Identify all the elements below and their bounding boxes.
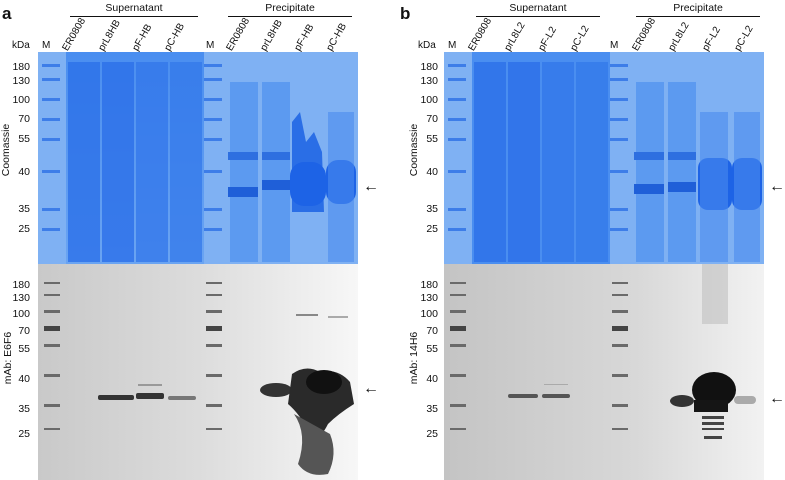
- side-label-blot-a: mAb: E6F6: [2, 331, 14, 385]
- western-blot-b: [444, 264, 764, 480]
- mw-label: 40: [426, 373, 438, 385]
- group-label-supernatant-a: Supernatant: [105, 2, 163, 14]
- lane-label: ER0808: [466, 16, 495, 53]
- mw-label: 100: [12, 308, 30, 320]
- group-label-precipitate-a: Precipitate: [265, 2, 315, 14]
- group-line-supernatant-b: [476, 16, 600, 17]
- mw-label: 130: [420, 292, 438, 304]
- lane-label: pF-L2: [536, 24, 560, 53]
- mw-label: 70: [18, 113, 30, 125]
- mw-label: 70: [18, 325, 30, 337]
- lane-label: ER0808: [630, 16, 659, 53]
- mw-label: 55: [426, 133, 438, 145]
- mw-label: 35: [426, 403, 438, 415]
- mw-label: 25: [18, 223, 30, 235]
- group-label-precipitate-b: Precipitate: [673, 2, 723, 14]
- coomassie-gel-b: [444, 52, 764, 264]
- mw-label: 40: [18, 166, 30, 178]
- group-line-supernatant-a: [70, 16, 198, 17]
- marker-label-b-left: M: [448, 40, 457, 51]
- panel-letter-a: a: [2, 4, 12, 23]
- lane-label: prL8L2: [502, 20, 528, 54]
- arrow-icon: ←: [769, 178, 785, 195]
- mw-label: 180: [12, 61, 30, 73]
- mw-label: 180: [420, 279, 438, 291]
- side-label-blot-b: mAb: 14H6: [408, 331, 420, 385]
- lane-label: ER0808: [224, 16, 253, 53]
- lane-label: pF-L2: [700, 24, 724, 53]
- lane-label: pC-HB: [324, 21, 350, 53]
- mw-label: 70: [426, 325, 438, 337]
- panel-letter-b: b: [400, 4, 411, 23]
- group-line-precipitate-a: [228, 16, 352, 17]
- lane-label: pC-HB: [162, 21, 188, 53]
- mw-label: 55: [18, 343, 30, 355]
- kda-label-b: kDa: [418, 40, 436, 51]
- mw-label: 35: [426, 203, 438, 215]
- lane-label: pC-L2: [568, 23, 592, 53]
- mw-label: 40: [18, 373, 30, 385]
- mw-label: 55: [18, 133, 30, 145]
- mw-label: 70: [426, 113, 438, 125]
- mw-label: 25: [18, 428, 30, 440]
- western-blot-a: [38, 264, 358, 480]
- mw-label: 130: [420, 75, 438, 87]
- marker-label-b-mid: M: [610, 40, 619, 51]
- mw-label: 25: [426, 428, 438, 440]
- arrow-icon: ←: [769, 390, 785, 407]
- mw-label: 180: [12, 279, 30, 291]
- coomassie-gel-a: [38, 52, 358, 264]
- mw-label: 35: [18, 403, 30, 415]
- group-label-supernatant-b: Supernatant: [509, 2, 567, 14]
- mw-label: 180: [420, 61, 438, 73]
- mw-label: 130: [12, 292, 30, 304]
- lane-label: prL8HB: [258, 18, 285, 53]
- mw-label: 25: [426, 223, 438, 235]
- marker-label-a-mid: M: [206, 40, 215, 51]
- side-label-coomassie-b: Coomassie: [408, 123, 420, 177]
- arrow-icon: ←: [363, 178, 379, 195]
- mw-label: 35: [18, 203, 30, 215]
- marker-label-a-left: M: [42, 40, 51, 51]
- arrow-icon: ←: [363, 380, 379, 397]
- mw-label: 40: [426, 166, 438, 178]
- lane-label: pF-HB: [292, 22, 317, 53]
- mw-label: 100: [420, 308, 438, 320]
- lane-label: prL8HB: [96, 18, 123, 53]
- mw-label: 130: [12, 75, 30, 87]
- lane-label: ER0808: [60, 16, 89, 53]
- kda-label-a: kDa: [12, 40, 30, 51]
- lane-label: pC-L2: [732, 23, 756, 53]
- mw-label: 55: [426, 343, 438, 355]
- mw-label: 100: [420, 94, 438, 106]
- lane-label: pF-HB: [130, 22, 155, 53]
- mw-label: 100: [12, 94, 30, 106]
- side-label-coomassie-a: Coomassie: [0, 123, 12, 177]
- group-line-precipitate-b: [636, 16, 760, 17]
- lane-label: prL8L2: [666, 20, 692, 54]
